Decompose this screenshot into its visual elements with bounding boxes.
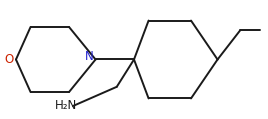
- Text: H₂N: H₂N: [55, 99, 77, 112]
- Text: N: N: [85, 50, 94, 62]
- Text: O: O: [5, 53, 14, 66]
